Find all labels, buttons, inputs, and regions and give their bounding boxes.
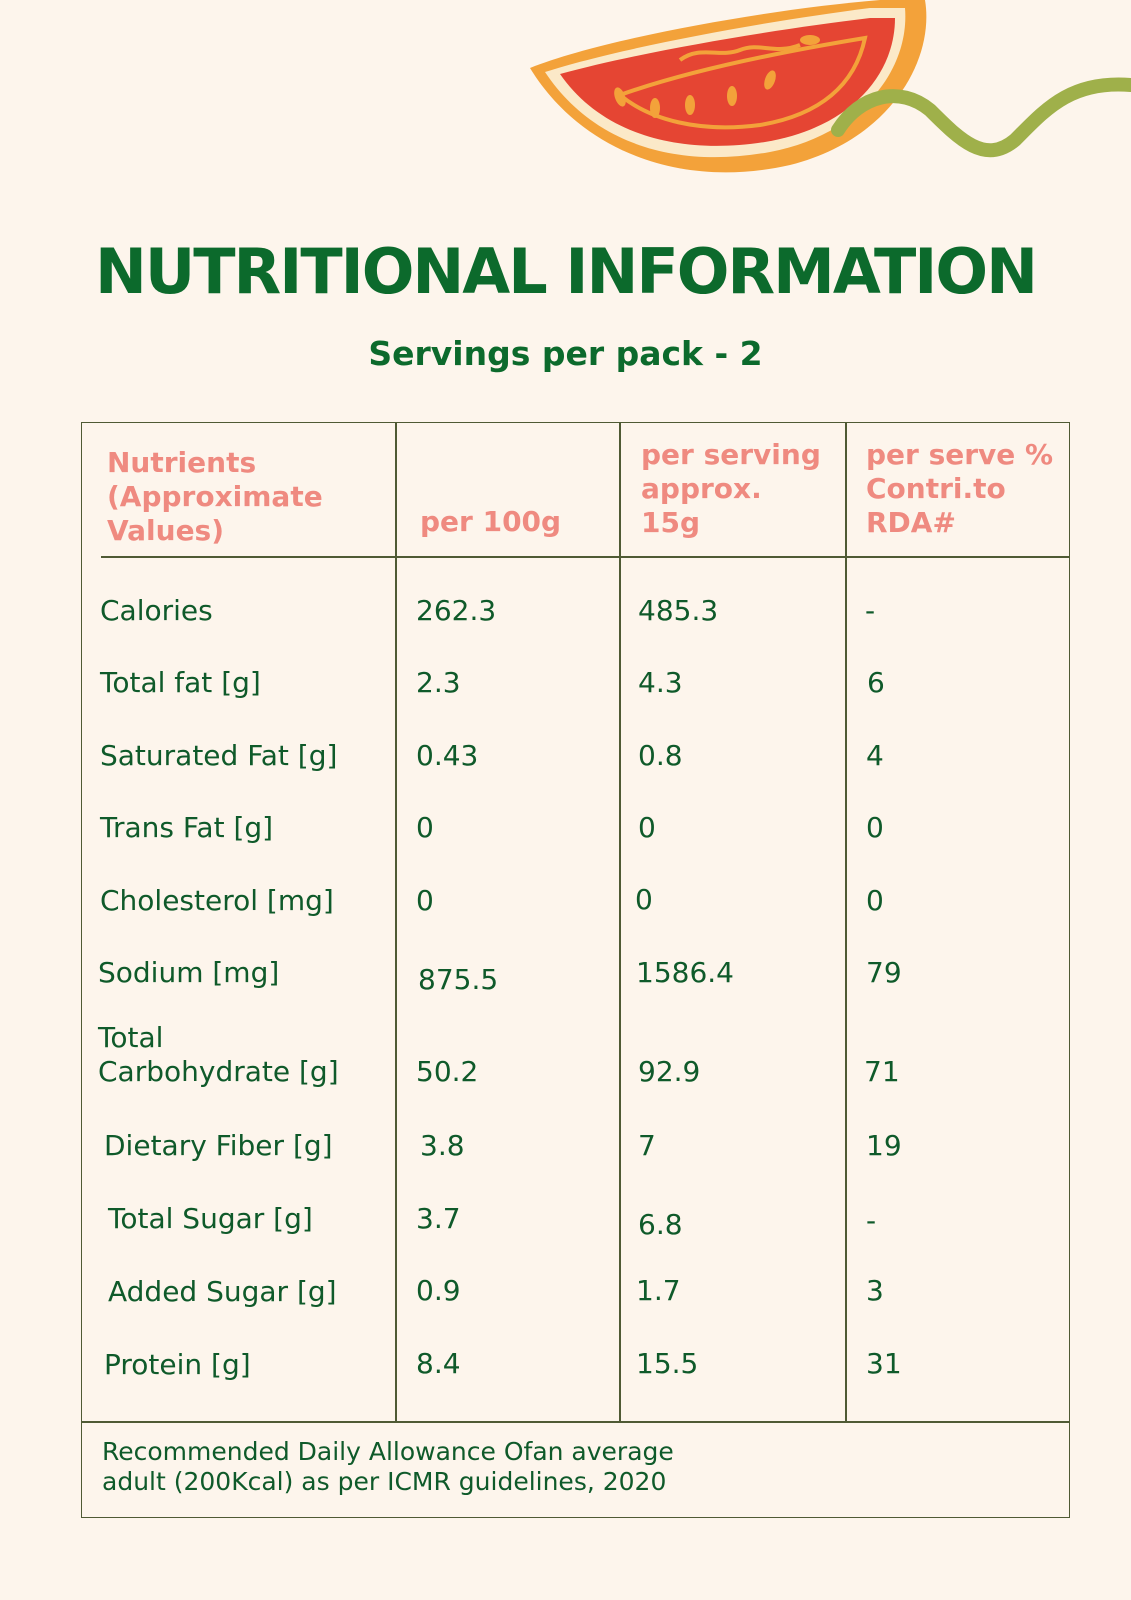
- column-divider: [619, 422, 621, 1421]
- per-serving-value: 7: [638, 1129, 656, 1162]
- rda-value: 0: [866, 884, 884, 917]
- header-rda: per serve % Contri.to RDA#: [866, 438, 1054, 539]
- green-squiggle-icon: [831, 77, 1131, 158]
- per-100g-value: 875.5: [418, 963, 499, 996]
- nutrition-table: [81, 422, 1070, 1518]
- per-100g-value: 0: [416, 811, 434, 844]
- per-100g-value: 0: [416, 884, 434, 917]
- nutrient-name: Protein [g]: [104, 1348, 251, 1381]
- column-divider: [845, 422, 847, 1421]
- per-100g-value: 0.9: [416, 1274, 461, 1307]
- per-100g-value: 8.4: [416, 1347, 461, 1380]
- per-serving-value: 0.8: [638, 739, 683, 772]
- per-serving-value: 6.8: [638, 1208, 683, 1241]
- rda-value: 4: [866, 739, 884, 772]
- per-serving-value: 92.9: [638, 1055, 701, 1088]
- header-illustration: [530, 0, 1131, 173]
- nutrient-name: Trans Fat [g]: [100, 811, 274, 844]
- per-100g-value: 50.2: [416, 1055, 479, 1088]
- rda-value: 0: [866, 811, 884, 844]
- page-title: NUTRITIONAL INFORMATION: [95, 235, 1038, 308]
- nutrient-name: Sodium [mg]: [98, 956, 280, 989]
- per-serving-value: 485.3: [638, 594, 719, 627]
- per-100g-value: 0.43: [416, 739, 479, 772]
- servings-subtitle: Servings per pack - 2: [368, 334, 763, 373]
- per-serving-value: 4.3: [638, 666, 683, 699]
- per-serving-value: 0: [638, 811, 656, 844]
- nutrient-name: Added Sugar [g]: [108, 1275, 337, 1308]
- header-per-serving: per serving approx. 15g: [641, 438, 821, 539]
- header-nutrients: Nutrients (Approximate Values): [107, 446, 323, 547]
- rda-value: 31: [866, 1347, 902, 1380]
- nutrient-name: Dietary Fiber [g]: [104, 1129, 333, 1162]
- per-100g-value: 262.3: [416, 594, 497, 627]
- header-per-100g: per 100g: [420, 505, 562, 538]
- per-serving-value: 0: [635, 883, 653, 916]
- nutrient-name: Total fat [g]: [100, 666, 261, 699]
- footer-divider: [81, 1421, 1070, 1423]
- per-serving-value: 1.7: [636, 1274, 681, 1307]
- per-100g-value: 3.7: [416, 1202, 461, 1235]
- column-divider: [395, 422, 397, 1421]
- per-100g-value: 3.8: [420, 1129, 465, 1162]
- rda-value: -: [866, 1204, 877, 1237]
- rda-value: -: [865, 594, 876, 627]
- nutrient-name: Saturated Fat [g]: [100, 739, 338, 772]
- rda-value: 6: [867, 666, 885, 699]
- per-100g-value: 2.3: [416, 666, 461, 699]
- per-serving-value: 1586.4: [636, 956, 734, 989]
- rda-value: 3: [866, 1274, 884, 1307]
- rda-value: 79: [866, 956, 902, 989]
- tomato-slice-icon: [530, 0, 927, 173]
- rda-value: 71: [864, 1055, 900, 1088]
- nutrient-name: Total Sugar [g]: [108, 1202, 313, 1235]
- rda-value: 19: [866, 1129, 902, 1162]
- nutrient-name: Cholesterol [mg]: [100, 884, 334, 917]
- per-serving-value: 15.5: [636, 1347, 699, 1380]
- header-divider: [101, 556, 1070, 558]
- nutrient-name: Calories: [100, 594, 213, 627]
- rda-footnote: Recommended Daily Allowance Ofan average…: [102, 1437, 674, 1496]
- nutrient-name: Total Carbohydrate [g]: [98, 1021, 339, 1088]
